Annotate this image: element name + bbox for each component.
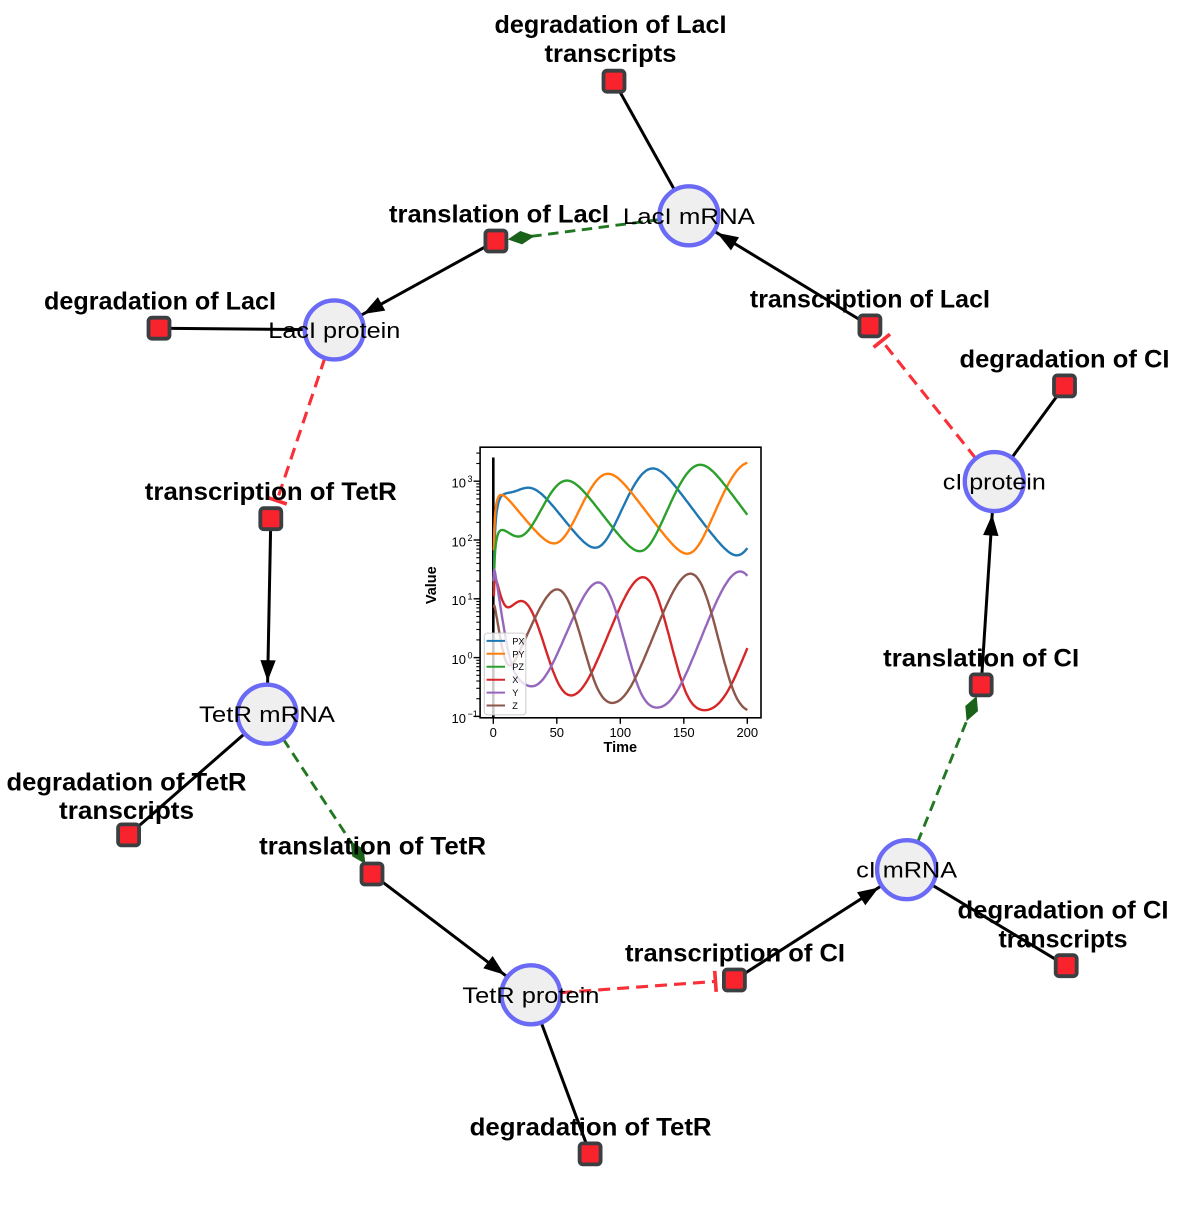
- svg-text:PZ: PZ: [512, 662, 524, 672]
- svg-text:cI protein: cI protein: [943, 470, 1046, 495]
- svg-text:degradation of CI: degradation of CI: [958, 897, 1169, 925]
- svg-text:10: 10: [452, 476, 466, 491]
- svg-text:−1: −1: [468, 709, 478, 719]
- svg-text:degradation of CI: degradation of CI: [960, 345, 1170, 373]
- svg-text:X: X: [512, 675, 518, 685]
- svg-text:2: 2: [468, 533, 473, 543]
- svg-text:degradation of LacI: degradation of LacI: [44, 288, 276, 316]
- svg-text:degradation of TetR: degradation of TetR: [7, 769, 247, 797]
- svg-text:TetR mRNA: TetR mRNA: [199, 702, 335, 727]
- svg-text:50: 50: [550, 725, 564, 740]
- svg-text:10: 10: [452, 652, 466, 667]
- svg-text:10: 10: [452, 534, 466, 549]
- svg-text:transcripts: transcripts: [59, 797, 194, 825]
- svg-text:transcription of CI: transcription of CI: [625, 940, 845, 968]
- svg-text:0: 0: [490, 725, 497, 740]
- svg-text:translation of LacI: translation of LacI: [389, 201, 609, 229]
- svg-text:TetR protein: TetR protein: [462, 983, 599, 1008]
- svg-text:translation of CI: translation of CI: [883, 644, 1079, 672]
- svg-text:transcription of LacI: transcription of LacI: [750, 285, 990, 313]
- svg-text:translation of TetR: translation of TetR: [259, 833, 486, 861]
- svg-text:Value: Value: [424, 566, 440, 604]
- svg-text:LacI mRNA: LacI mRNA: [623, 204, 755, 229]
- svg-text:degradation of LacI: degradation of LacI: [495, 11, 727, 39]
- svg-text:Time: Time: [604, 740, 638, 756]
- svg-text:10: 10: [452, 593, 466, 608]
- svg-text:3: 3: [468, 474, 473, 484]
- svg-text:150: 150: [673, 725, 695, 740]
- svg-text:PY: PY: [512, 649, 524, 659]
- svg-text:degradation of TetR: degradation of TetR: [470, 1113, 712, 1141]
- svg-text:Z: Z: [512, 701, 518, 711]
- svg-text:10: 10: [452, 711, 466, 726]
- svg-text:LacI protein: LacI protein: [268, 318, 400, 343]
- svg-text:cI mRNA: cI mRNA: [856, 858, 957, 883]
- svg-text:1: 1: [468, 592, 473, 602]
- svg-text:200: 200: [736, 725, 758, 740]
- svg-text:PX: PX: [512, 636, 524, 646]
- svg-text:transcripts: transcripts: [545, 40, 677, 68]
- svg-text:100: 100: [609, 725, 631, 740]
- svg-text:0: 0: [468, 650, 473, 660]
- svg-text:transcription of TetR: transcription of TetR: [145, 478, 397, 506]
- svg-text:Y: Y: [512, 688, 518, 698]
- svg-text:transcripts: transcripts: [999, 926, 1128, 954]
